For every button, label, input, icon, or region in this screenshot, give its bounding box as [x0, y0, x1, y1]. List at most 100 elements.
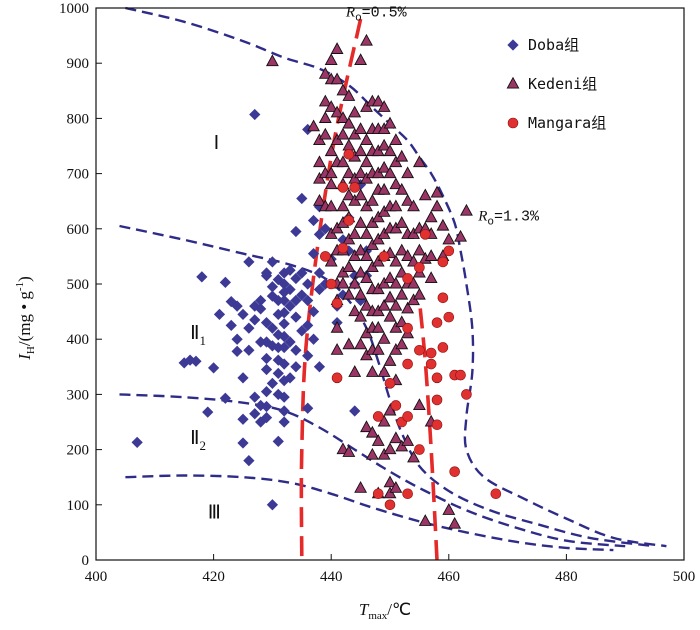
doba-point — [307, 214, 320, 227]
mangara-point — [320, 251, 331, 262]
doba-point — [296, 289, 308, 301]
zone-label: Ⅱ2 — [190, 428, 206, 453]
doba-point — [231, 333, 243, 345]
kedeni-point — [389, 276, 403, 289]
y-axis-title-sub: H — [25, 346, 37, 354]
ro-label-sub: o — [487, 217, 494, 229]
kedeni-point — [348, 304, 362, 317]
kedeni-point — [265, 54, 279, 67]
ro-label-value: =0.5% — [362, 4, 408, 21]
kedeni-point — [383, 403, 397, 416]
mangara-point — [431, 394, 443, 406]
x-axis-title-unit: /℃ — [387, 600, 411, 619]
kedeni-point — [371, 343, 385, 355]
kedeni-point — [407, 199, 420, 212]
mangara-point — [402, 358, 413, 370]
mangara-point — [437, 256, 449, 268]
zone-label-text: Ⅱ — [190, 428, 199, 449]
kedeni-point — [342, 337, 356, 350]
mangara-point — [372, 411, 384, 422]
kedeni-point — [336, 199, 350, 212]
kedeni-point — [377, 182, 391, 195]
doba-point — [202, 406, 214, 418]
x-axis-title: Tmax/℃ — [359, 600, 411, 622]
kedeni-point — [354, 144, 368, 157]
kedeni-point — [383, 271, 397, 284]
x-tick-label: 400 — [85, 569, 108, 585]
legend-marker-doba-point — [507, 39, 519, 51]
ro-label-sub: o — [355, 12, 362, 24]
kedeni-point — [377, 160, 391, 173]
kedeni-point — [360, 249, 373, 261]
kedeni-point — [342, 445, 356, 457]
kedeni-point — [342, 188, 356, 201]
legend-label: Mangara组 — [528, 114, 606, 132]
zone-label-text: Ⅱ — [190, 323, 199, 344]
y-axis-title-main: I — [15, 353, 34, 361]
mangara-point — [402, 322, 413, 334]
kedeni-point — [354, 481, 368, 493]
doba-point — [243, 344, 255, 356]
zone-label: Ⅲ — [208, 503, 221, 524]
mangara-point — [425, 358, 437, 370]
y-axis-title-sup: -1 — [14, 282, 26, 291]
kedeni-point — [365, 447, 379, 460]
kedeni-point — [342, 89, 356, 101]
kedeni-point — [371, 320, 385, 333]
doba-point — [313, 228, 326, 240]
doba-point — [219, 276, 231, 288]
kedeni-point — [365, 193, 379, 206]
kedeni-point — [424, 249, 438, 261]
zone-label-sub: 2 — [199, 438, 206, 453]
y-tick-label: 400 — [67, 332, 90, 348]
kedeni-point — [383, 309, 397, 322]
kedeni-point — [460, 203, 473, 216]
kedeni-point — [342, 138, 356, 151]
kedeni-point — [348, 105, 362, 118]
doba-point — [313, 283, 326, 296]
kedeni-point — [324, 144, 338, 157]
kedeni-point — [401, 301, 415, 314]
kedeni-point — [336, 83, 350, 96]
mangara-point — [402, 273, 413, 284]
doba-point — [302, 319, 314, 332]
mangara-point — [402, 488, 413, 500]
kedeni-point — [383, 166, 397, 179]
y-tick-label: 100 — [67, 498, 90, 514]
doba-point — [296, 267, 308, 279]
kedeni-point — [412, 287, 426, 300]
kedeni-point — [354, 337, 368, 350]
doba-point — [190, 355, 202, 367]
kedeni-point — [401, 166, 415, 179]
kedeni-point — [360, 420, 373, 433]
kedeni-point — [424, 210, 438, 223]
doba-point — [313, 267, 326, 279]
kedeni-point — [354, 188, 368, 201]
x-tick-label: 500 — [673, 569, 696, 585]
kedeni-point — [377, 298, 391, 311]
doba-point — [266, 281, 279, 293]
y-tick-label: 600 — [67, 222, 90, 238]
kedeni-point — [448, 516, 462, 529]
doba-point — [278, 318, 290, 330]
ro-label-value: =1.3% — [494, 209, 540, 226]
doba-point — [349, 405, 361, 417]
legend-label: Doba组 — [528, 36, 579, 54]
kedeni-point — [395, 243, 409, 256]
doba-point — [302, 402, 314, 414]
mangara-point — [343, 215, 355, 226]
kedeni-point — [436, 218, 450, 231]
doba-point — [290, 361, 302, 373]
mangara-point — [325, 278, 337, 290]
kedeni-point — [324, 177, 338, 190]
x-tick-label: 480 — [555, 569, 578, 585]
kedeni-point — [389, 177, 403, 190]
mangara-point — [378, 251, 390, 262]
mangara-point — [431, 317, 443, 328]
doba-point — [266, 377, 279, 389]
kedeni-point — [407, 450, 420, 463]
x-tick-label: 460 — [438, 569, 461, 585]
legend: Doba组 Kedeni组 Mangara组 — [506, 36, 606, 132]
kedeni-point — [336, 276, 350, 289]
